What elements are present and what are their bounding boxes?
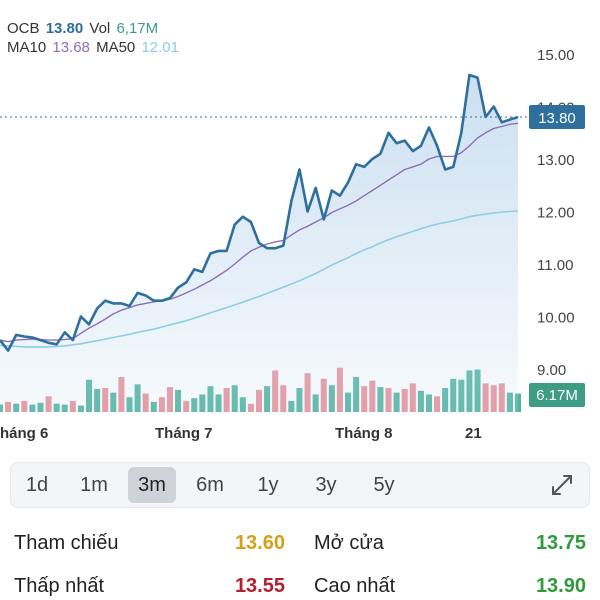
x-tick-label: 21 — [465, 425, 482, 442]
x-tick-label: Tháng 8 — [335, 425, 393, 442]
stat-ref-value: 13.60 — [234, 532, 285, 554]
stat-ref-label: Tham chiếu — [14, 532, 119, 554]
y-tick-label: 13.00 — [537, 152, 575, 169]
symbol-label: OCB — [7, 20, 40, 37]
y-tick-label: 11.00 — [537, 257, 573, 274]
stat-low-value: 13.55 — [234, 575, 285, 597]
stat-low-label: Thấp nhất — [14, 575, 105, 597]
ma10-line — [0, 122, 519, 343]
tab-3y[interactable]: 3y — [315, 474, 337, 496]
stat-open-value: 13.75 — [535, 532, 586, 554]
price-badge-label: 13.80 — [538, 110, 576, 127]
quote-header-line2: MA10 13.68 MA50 12.01 — [7, 39, 181, 56]
ma10-value: 13.68 — [52, 39, 90, 56]
volume-badge-label: 6.17M — [536, 387, 578, 404]
price-badge — [529, 105, 585, 129]
tab-1d[interactable]: 1d — [25, 474, 49, 496]
price-chart[interactable]: 15.0014.0013.0012.0011.0010.009.0013.806… — [0, 0, 600, 450]
vol-label: Vol — [89, 20, 111, 37]
tab-1m[interactable]: 1m — [80, 474, 108, 496]
ma10-label: MA10 — [7, 39, 47, 56]
stat-high-label: Cao nhất — [314, 575, 396, 597]
y-tick-label: 15.00 — [537, 47, 575, 64]
y-tick-label: 10.00 — [537, 310, 575, 327]
x-tick-label: háng 6 — [0, 425, 48, 442]
tab-5y[interactable]: 5y — [373, 474, 395, 496]
tab-3m[interactable]: 3m — [128, 467, 176, 503]
y-tick-label: 9.00 — [537, 362, 566, 379]
quote-header-line1: OCB 13.80 Vol 6,17M — [7, 20, 160, 37]
ma50-value: 12.01 — [141, 39, 179, 56]
tab-6m[interactable]: 6m — [196, 474, 224, 496]
price-value: 13.80 — [45, 20, 84, 37]
tab-1y[interactable]: 1y — [257, 474, 279, 496]
stat-open-label: Mở cửa — [314, 532, 384, 554]
period-tabbar: 1d 1m 3m 6m 1y 3y 5y — [10, 462, 590, 508]
x-tick-label: Tháng 7 — [155, 425, 213, 442]
y-tick-label: 12.00 — [537, 205, 575, 222]
volume-badge — [529, 383, 585, 407]
ma50-line — [0, 210, 519, 348]
expand-icon[interactable] — [549, 472, 575, 498]
price-line — [0, 73, 519, 352]
stat-high-value: 13.90 — [535, 575, 586, 597]
vol-value: 6,17M — [116, 20, 159, 37]
ma50-label: MA50 — [96, 39, 136, 56]
